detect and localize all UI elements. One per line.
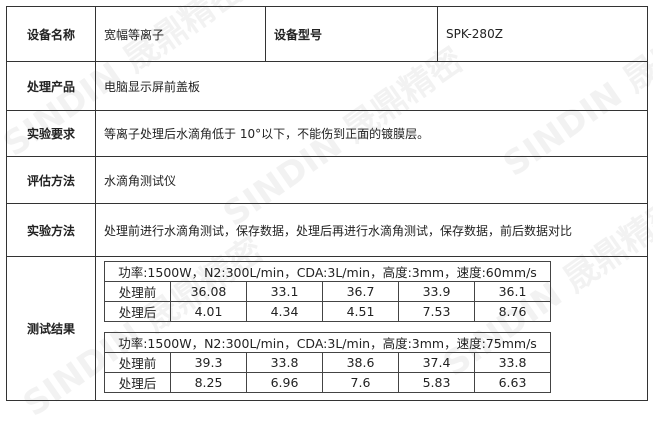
contact-angle-value: 4.51 xyxy=(322,301,399,322)
method-label: 实验方法 xyxy=(6,203,96,257)
contact-angle-value: 36.7 xyxy=(322,281,399,302)
row-label: 处理前 xyxy=(104,281,171,302)
requirement: 等离子处理后水滴角低于 10°以下，不能伤到正面的镀膜层。 xyxy=(95,110,648,157)
device-name-label: 设备名称 xyxy=(6,6,96,62)
contact-angle-value: 4.34 xyxy=(246,301,323,322)
requirement-label: 实验要求 xyxy=(6,110,96,157)
results-container: 功率:1500W，N2:300L/min，CDA:3L/min，高度:3mm，速… xyxy=(104,261,647,393)
device-name: 宽幅等离子 xyxy=(95,6,266,62)
contact-angle-value: 33.8 xyxy=(246,352,323,373)
result-table: 功率:1500W，N2:300L/min，CDA:3L/min，高度:3mm，速… xyxy=(104,332,551,393)
row-label: 处理后 xyxy=(104,301,171,322)
contact-angle-value: 39.3 xyxy=(170,352,247,373)
product-label: 处理产品 xyxy=(6,61,96,111)
contact-angle-value: 4.01 xyxy=(170,301,247,322)
test-condition: 功率:1500W，N2:300L/min，CDA:3L/min，高度:3mm，速… xyxy=(104,332,551,353)
contact-angle-value: 33.1 xyxy=(246,281,323,302)
contact-angle-value: 6.96 xyxy=(246,372,323,393)
contact-angle-value: 5.83 xyxy=(398,372,475,393)
contact-angle-value: 33.8 xyxy=(474,352,551,373)
contact-angle-value: 7.6 xyxy=(322,372,399,393)
evaluation: 水滴角测试仪 xyxy=(95,156,648,204)
product: 电脑显示屏前盖板 xyxy=(95,61,648,111)
table-row: 处理前 39.3 33.8 38.6 37.4 33.8 xyxy=(104,352,551,373)
contact-angle-value: 33.9 xyxy=(398,281,475,302)
contact-angle-value: 37.4 xyxy=(398,352,475,373)
contact-angle-value: 36.1 xyxy=(474,281,551,302)
contact-angle-value: 7.53 xyxy=(398,301,475,322)
device-model: SPK-280Z xyxy=(437,6,648,62)
method: 处理前进行水滴角测试，保存数据，处理后再进行水滴角测试，保存数据，前后数据对比 xyxy=(95,203,648,257)
contact-angle-value: 38.6 xyxy=(322,352,399,373)
table-row: 处理后 4.01 4.34 4.51 7.53 8.76 xyxy=(104,301,551,322)
row-label: 处理后 xyxy=(104,372,171,393)
evaluation-label: 评估方法 xyxy=(6,156,96,204)
row-label: 处理前 xyxy=(104,352,171,373)
table-row: 处理前 36.08 33.1 36.7 33.9 36.1 xyxy=(104,281,551,302)
result-table: 功率:1500W，N2:300L/min，CDA:3L/min，高度:3mm，速… xyxy=(104,261,551,322)
test-condition: 功率:1500W，N2:300L/min，CDA:3L/min，高度:3mm，速… xyxy=(104,261,551,282)
contact-angle-value: 6.63 xyxy=(474,372,551,393)
contact-angle-value: 8.25 xyxy=(170,372,247,393)
report-table: 设备名称 宽幅等离子 设备型号 SPK-280Z 处理产品 电脑显示屏前盖板 实… xyxy=(6,6,648,401)
contact-angle-value: 8.76 xyxy=(474,301,551,322)
contact-angle-value: 36.08 xyxy=(170,281,247,302)
table-row: 处理后 8.25 6.96 7.6 5.83 6.63 xyxy=(104,372,551,393)
result-label: 测试结果 xyxy=(6,256,96,401)
device-model-label: 设备型号 xyxy=(265,6,438,62)
